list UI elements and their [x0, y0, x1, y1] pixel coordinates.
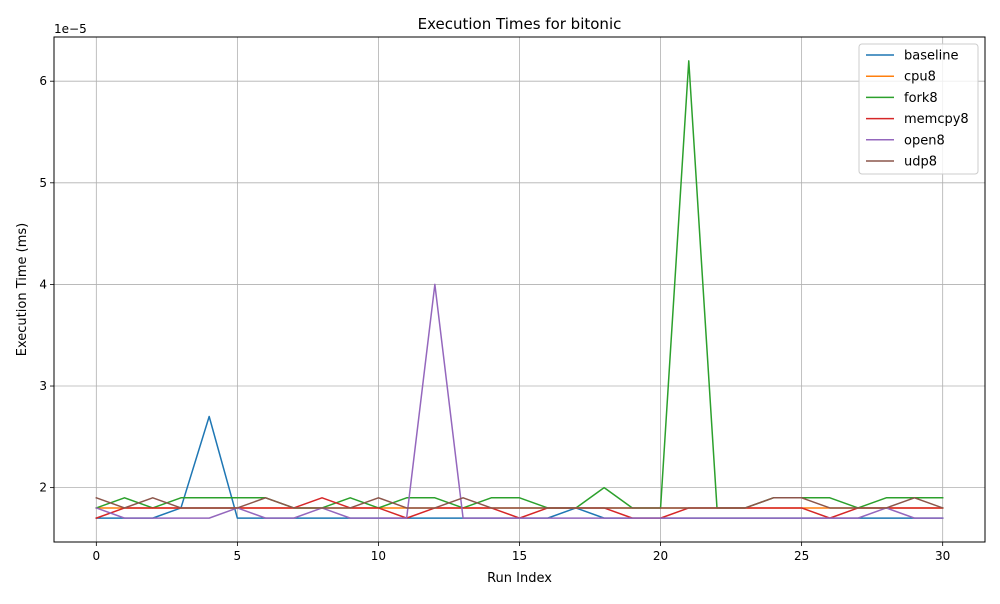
- y-axis-offset-label: 1e−5: [54, 22, 87, 36]
- grid-layer: [54, 37, 985, 542]
- x-tick-label: 30: [935, 549, 950, 563]
- x-tick-label: 20: [653, 549, 668, 563]
- tick-layer: 0 5 10 15 20 25 30 2 3 4 5 6: [39, 74, 950, 563]
- legend: baseline cpu8 fork8 memcpy8 open8 udp8: [858, 43, 979, 175]
- series-line-udp8: [95, 496, 944, 509]
- x-axis-label: Run Index: [487, 571, 552, 586]
- legend-items: baseline cpu8 fork8 memcpy8 open8 udp8: [866, 49, 969, 170]
- legend-label-baseline: baseline: [904, 49, 958, 64]
- x-tick-label: 10: [371, 549, 386, 563]
- y-tick-label: 4: [39, 277, 47, 291]
- y-tick-label: 6: [39, 74, 47, 88]
- x-tick-label: 25: [794, 549, 809, 563]
- legend-label-open8: open8: [904, 133, 945, 148]
- x-tick-label: 15: [512, 549, 527, 563]
- x-tick-label: 0: [92, 549, 100, 563]
- series-layer: [95, 60, 944, 520]
- legend-label-udp8: udp8: [904, 155, 937, 170]
- legend-label-memcpy8: memcpy8: [904, 112, 969, 127]
- y-axis-label: Execution Time (ms): [15, 223, 30, 356]
- legend-label-fork8: fork8: [904, 91, 938, 106]
- y-tick-label: 3: [39, 379, 47, 393]
- chart-title: Execution Times for bitonic: [418, 15, 622, 33]
- x-tick-label: 5: [234, 549, 242, 563]
- y-tick-label: 2: [39, 481, 47, 495]
- y-tick-label: 5: [39, 176, 47, 190]
- legend-label-cpu8: cpu8: [904, 70, 936, 85]
